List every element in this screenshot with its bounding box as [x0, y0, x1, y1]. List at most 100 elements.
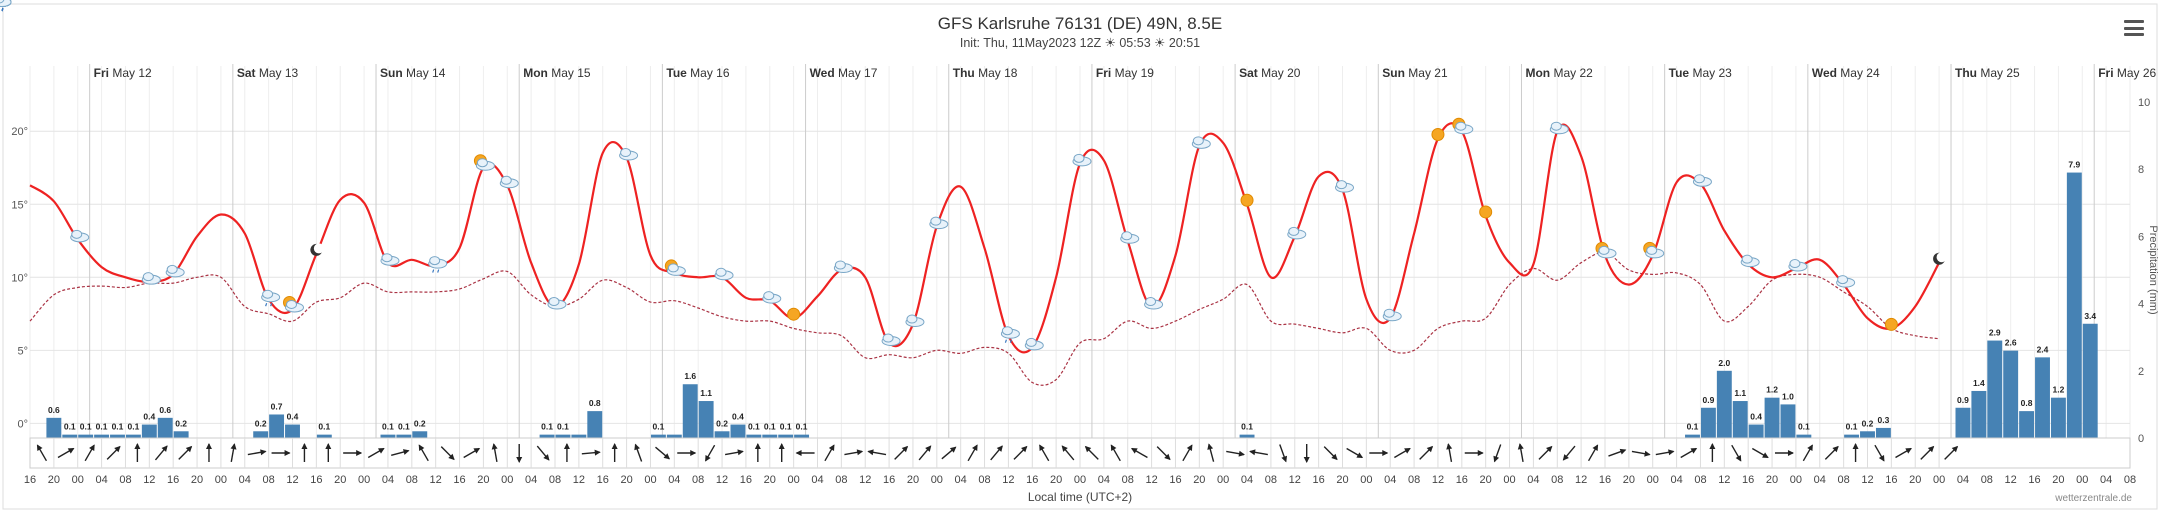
x-tick-label: 20 [48, 474, 60, 486]
weather-sun-cloud-icon [1643, 241, 1665, 259]
x-tick-label: 16 [310, 474, 322, 486]
precip-bar-label: 0.1 [1846, 422, 1858, 432]
x-tick-label: 12 [1289, 474, 1301, 486]
x-tick-label: 00 [644, 474, 656, 486]
precip-bar-label: 0.1 [1687, 422, 1699, 432]
x-tick-label: 04 [811, 474, 823, 486]
day-label-date: May 25 [1977, 66, 2020, 80]
day-label: Fri May 12 [94, 66, 152, 80]
sunrise-time: 05:53 [1119, 36, 1151, 50]
y-tick-right: 4 [2138, 299, 2144, 311]
precip-bar-label: 0.1 [127, 422, 139, 432]
precip-bar [78, 434, 94, 438]
wind-arrow [1130, 447, 1148, 459]
cloud-puff [1741, 254, 1753, 264]
wind-arrow [1655, 449, 1675, 456]
x-tick-label: 04 [1670, 474, 1682, 486]
weather-cloud-icon [905, 314, 925, 328]
weather-cloud-icon [380, 253, 400, 266]
wind-arrow [84, 444, 95, 462]
menu-icon[interactable] [2124, 20, 2144, 36]
x-tick-label: 00 [215, 474, 227, 486]
weather-cloud-icon [1692, 174, 1712, 187]
wind-arrow [1303, 444, 1310, 463]
wind-arrow-head [185, 445, 193, 453]
wind-arrow-head [611, 443, 618, 449]
wind-arrow-head [301, 443, 308, 449]
weather-sun-cloud-icon [1595, 241, 1617, 259]
day-label: Tue May 23 [1669, 66, 1732, 80]
wind-arrow-head [448, 453, 455, 461]
wind-arrow [1562, 445, 1576, 461]
precip-bar-label: 2.9 [1989, 328, 2001, 338]
x-axis-label: Local time (UTC+2) [1028, 490, 1132, 504]
day-label: Thu May 25 [1955, 66, 2020, 80]
day-label-weekday: Sun [380, 66, 403, 80]
precip-bar [714, 431, 730, 438]
x-tick-label: 08 [835, 474, 847, 486]
x-tick-label: 08 [692, 474, 704, 486]
day-label-weekday: Tue [1669, 66, 1690, 80]
x-tick-label: 00 [1217, 474, 1229, 486]
weather-cloud-icon [1549, 121, 1569, 135]
precip-bar-label: 0.4 [143, 412, 155, 422]
y-tick-right: 6 [2138, 231, 2144, 243]
wind-arrow-head [1709, 443, 1716, 449]
x-tick-label: 20 [1336, 474, 1348, 486]
wind-arrow [795, 450, 815, 456]
wind-arrow [1182, 444, 1193, 462]
precip-bar [698, 401, 714, 438]
precip-bar-label: 0.1 [398, 422, 410, 432]
y-tick-right: 0 [2138, 433, 2144, 445]
precip-bar-label: 0.2 [255, 418, 267, 428]
wind-arrow-head [867, 449, 874, 456]
wind-arrow [57, 447, 75, 459]
day-label-date: May 13 [256, 66, 299, 80]
sun-disc [1431, 128, 1445, 142]
cloud-puff [930, 216, 942, 226]
sunset-time: 20:51 [1168, 36, 1201, 50]
precip-bar-label: 1.2 [2052, 385, 2064, 395]
wind-arrow [581, 449, 601, 456]
cloud-puff [1336, 180, 1347, 190]
day-label-date: May 12 [109, 66, 152, 80]
cloud-puff [1646, 245, 1658, 255]
precip-bar-label: 0.7 [271, 401, 283, 411]
sunset-icon: ☀ [1154, 36, 1166, 50]
wind-arrow [655, 446, 671, 460]
weather-cloud-icon [833, 260, 853, 273]
x-tick-label: 12 [1718, 474, 1730, 486]
cloud-puff [1837, 275, 1849, 285]
wind-arrow-head [36, 444, 43, 452]
wind-arrow-head [1207, 443, 1214, 450]
wind-arrow [343, 450, 363, 456]
x-tick-label: 16 [597, 474, 609, 486]
wind-arrow [1279, 444, 1288, 463]
x-tick-label: 00 [1503, 474, 1515, 486]
x-tick-label: 00 [1074, 474, 1086, 486]
wind-arrow-head [1186, 444, 1193, 452]
precip-bar [269, 414, 285, 438]
precip-bar-label: 0.1 [64, 422, 76, 432]
precip-bar-label: 0.6 [159, 405, 171, 415]
wind-arrow [301, 443, 308, 462]
precip-bar [62, 434, 78, 438]
precip-bar [666, 434, 682, 438]
precip-bar [1955, 407, 1971, 438]
wind-arrow [1464, 450, 1484, 456]
wind-arrow-head [663, 453, 671, 460]
x-tick-label: 12 [286, 474, 298, 486]
precip-bar-label: 0.9 [1702, 395, 1714, 405]
weather-cloud-icon [70, 229, 90, 243]
day-label: Mon May 15 [523, 66, 591, 80]
rain-drop [265, 303, 268, 307]
cloud-puff [1192, 136, 1204, 146]
x-tick-label: 04 [95, 474, 107, 486]
x-tick-label: 20 [764, 474, 776, 486]
precip-bar [316, 434, 332, 438]
day-label-date: May 17 [835, 66, 878, 80]
precip-bar [1796, 434, 1812, 438]
precip-bar-label: 1.4 [1973, 378, 1985, 388]
wind-arrow [1226, 450, 1245, 457]
